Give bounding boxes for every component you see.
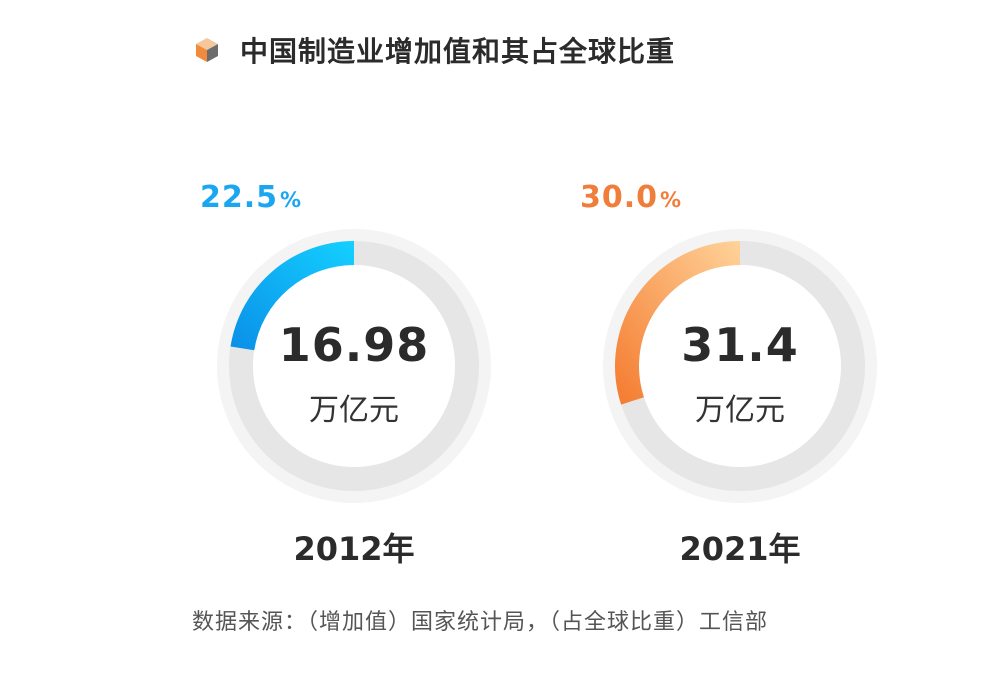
ring-center (253, 265, 455, 467)
year-label-2021: 2021年 (679, 530, 801, 568)
donut-chart-2012 (217, 229, 491, 503)
share-segment (615, 241, 740, 405)
share-value: 22.5 (200, 180, 279, 215)
data-source-note: 数据来源：（增加值）国家统计局，（占全球比重）工信部 (192, 610, 769, 635)
share-unit: % (280, 188, 303, 212)
share-label-2021: 30.0% (580, 180, 682, 215)
donut-chart-2021 (603, 229, 877, 503)
page-title: 中国制造业增加值和其占全球比重 (240, 35, 676, 68)
share-value: 30.0 (580, 180, 659, 215)
center-value-2021: 31.4 (681, 318, 799, 372)
center-unit-2012: 万亿元 (309, 393, 399, 428)
share-segment (230, 241, 354, 351)
share-label-2012: 22.5% (200, 180, 302, 215)
share-unit: % (660, 188, 683, 212)
year-label-2012: 2012年 (293, 530, 415, 568)
cube-icon (196, 38, 218, 62)
ring-center (639, 265, 841, 467)
center-unit-2021: 万亿元 (695, 393, 785, 428)
center-value-2012: 16.98 (278, 318, 430, 372)
header: 中国制造业增加值和其占全球比重 (192, 30, 675, 70)
